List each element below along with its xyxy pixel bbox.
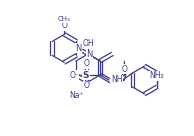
Text: S: S bbox=[83, 70, 89, 80]
Text: O: O bbox=[83, 60, 89, 69]
Text: CH₃: CH₃ bbox=[58, 16, 71, 22]
Text: N: N bbox=[75, 44, 81, 53]
Text: O: O bbox=[83, 81, 89, 90]
Text: O⁻: O⁻ bbox=[69, 70, 79, 80]
Text: Na⁺: Na⁺ bbox=[69, 90, 83, 100]
Text: N: N bbox=[86, 50, 92, 59]
Text: O: O bbox=[122, 64, 128, 73]
Text: O: O bbox=[61, 21, 67, 30]
Text: NH: NH bbox=[111, 75, 122, 84]
Text: NH₂: NH₂ bbox=[149, 72, 164, 81]
Text: OH: OH bbox=[82, 39, 94, 49]
